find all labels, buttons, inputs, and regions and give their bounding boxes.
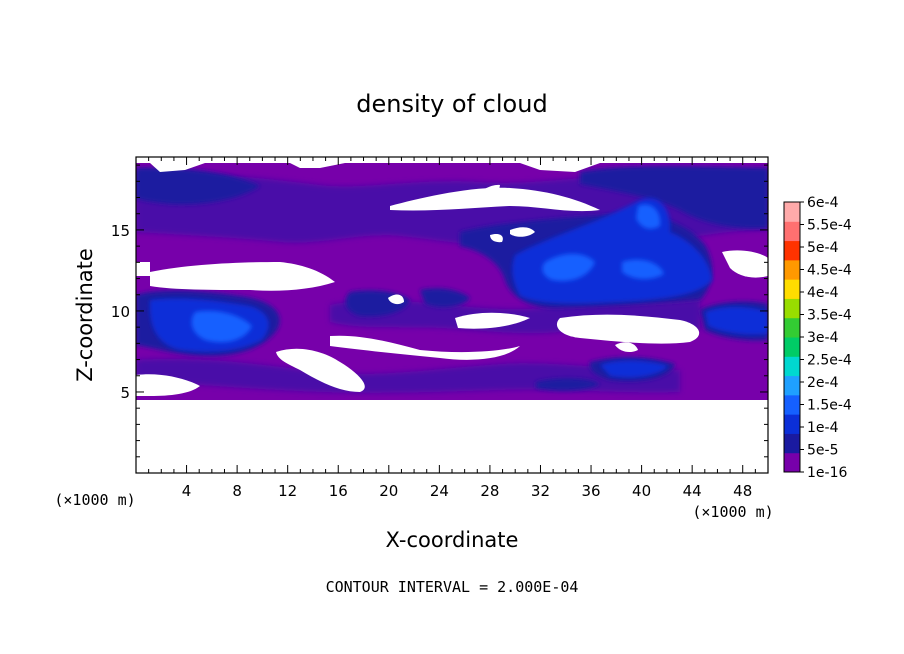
x-tick-label: 8	[232, 482, 242, 500]
x-axis: 4 8 12 16 20 24 28 32 36 40 44 48	[182, 157, 752, 500]
colorbar-swatch	[784, 317, 800, 338]
y-axis: 5 10 15	[111, 222, 768, 402]
colorbar-label: 4e-4	[807, 285, 839, 301]
plot-area	[136, 157, 768, 473]
y-tick-label: 15	[111, 222, 130, 240]
colorbar-swatch	[784, 298, 800, 319]
colorbar-label: 3.5e-4	[807, 308, 852, 324]
x-tick-label: 44	[683, 482, 702, 500]
x-tick-label: 16	[329, 482, 348, 500]
colorbar-swatch	[784, 202, 800, 222]
colorbar-swatch	[784, 394, 800, 415]
y-tick-label: 5	[120, 384, 130, 402]
colorbar-swatch	[784, 414, 800, 434]
x-tick-label: 40	[632, 482, 651, 500]
colorbar-label: 5.5e-4	[807, 218, 852, 234]
colorbar-label: 1e-16	[807, 465, 847, 481]
colorbar-label: 5e-5	[807, 443, 838, 459]
colorbar-swatch	[784, 337, 800, 357]
colorbar-label: 5e-4	[807, 240, 839, 256]
x-unit-left: (×1000 m)	[54, 491, 135, 509]
cloud-clear-regions	[136, 157, 768, 473]
x-tick-label: 48	[733, 482, 752, 500]
x-tick-label: 24	[430, 482, 449, 500]
y-tick-label: 10	[111, 303, 130, 321]
colorbar-label: 3e-4	[807, 330, 839, 346]
colorbar-swatch	[784, 375, 800, 396]
cloud-light-blue	[191, 204, 664, 343]
colorbar-label: 2.5e-4	[807, 353, 852, 369]
colorbar-label: 1e-4	[807, 420, 839, 436]
colorbar-swatch	[784, 356, 800, 377]
y-axis-label: Z-coordinate	[73, 248, 97, 382]
x-tick-label: 36	[581, 482, 600, 500]
x-tick-label: 20	[379, 482, 398, 500]
contour-interval-footer: CONTOUR INTERVAL = 2.000E-04	[326, 578, 579, 596]
colorbar-label: 6e-4	[807, 195, 839, 211]
x-unit-right: (×1000 m)	[692, 503, 773, 521]
x-axis-label: X-coordinate	[386, 528, 519, 552]
colorbar-swatch	[784, 452, 800, 473]
minor-ticks	[136, 157, 768, 473]
colorbar-swatch	[784, 259, 800, 280]
x-tick-label: 4	[182, 482, 192, 500]
x-tick-label: 12	[278, 482, 297, 500]
colorbar-swatch	[784, 221, 800, 242]
colorbar-swatch	[784, 240, 800, 261]
chart-title: density of cloud	[356, 90, 547, 118]
colorbar-label: 4.5e-4	[807, 263, 852, 279]
colorbar-swatch	[784, 433, 800, 454]
x-tick-label: 32	[531, 482, 550, 500]
colorbar-label: 1.5e-4	[807, 398, 852, 414]
colorbar: 1e-16 5e-5 1e-4 1.5e-4 2e-4 2.5e-4 3e-4 3.5e-4 4…	[783, 195, 852, 481]
colorbar-label: 2e-4	[807, 375, 839, 391]
x-tick-label: 28	[480, 482, 499, 500]
colorbar-swatch	[784, 279, 800, 299]
